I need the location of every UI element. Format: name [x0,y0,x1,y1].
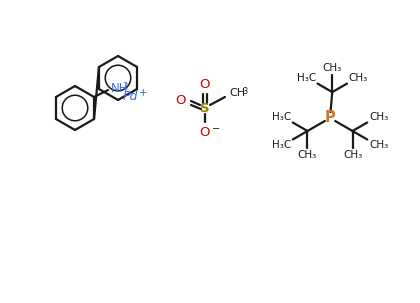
Text: CH₃: CH₃ [369,112,388,122]
Text: +: + [139,88,148,98]
Text: P: P [325,111,336,125]
Text: CH₃: CH₃ [323,63,342,73]
Text: H₃C: H₃C [272,141,291,151]
Text: CH: CH [229,88,245,98]
Text: Pd: Pd [123,91,139,104]
Text: 3: 3 [242,87,247,96]
Text: CH₃: CH₃ [298,150,317,160]
Text: O: O [175,94,185,106]
Text: CH₃: CH₃ [369,141,388,151]
Text: H₃C: H₃C [272,112,291,122]
Text: NH: NH [111,82,129,95]
Text: O: O [200,125,210,138]
Text: CH₃: CH₃ [343,150,362,160]
Text: 2: 2 [122,82,127,91]
Text: H₃C: H₃C [297,73,316,83]
Text: O: O [200,78,210,91]
Text: CH₃: CH₃ [349,73,368,83]
Text: S: S [200,102,210,115]
Text: −: − [212,124,220,134]
